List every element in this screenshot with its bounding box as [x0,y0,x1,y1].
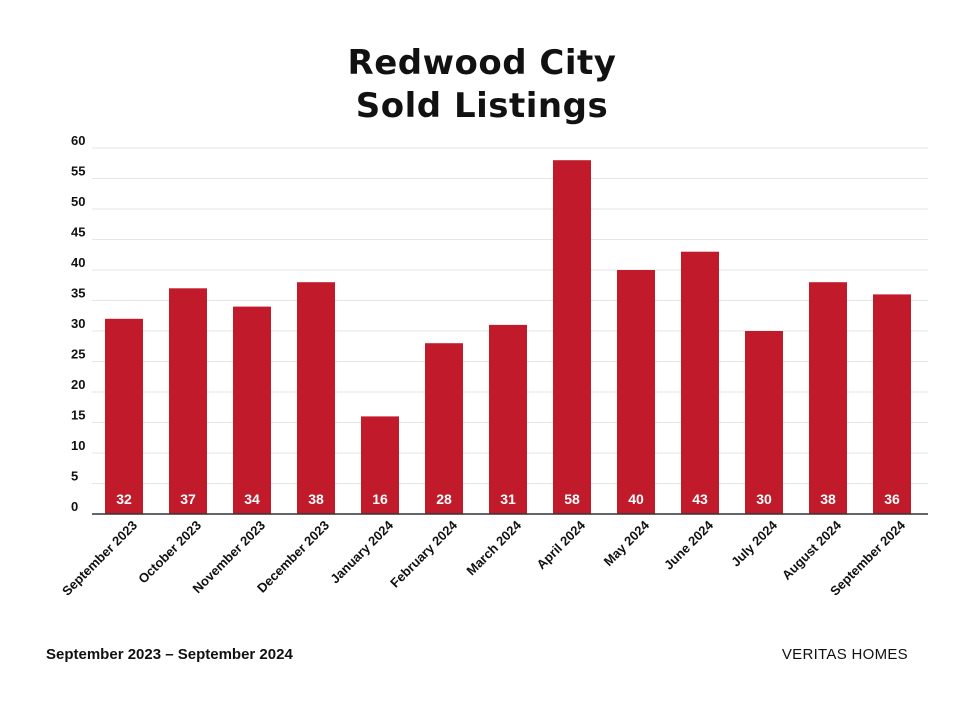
date-range-caption: September 2023 – September 2024 [46,646,293,663]
y-tick-label: 55 [71,164,85,179]
y-tick-label: 35 [71,286,85,301]
y-tick-label: 15 [71,408,85,423]
x-tick-label: May 2024 [601,517,653,569]
bar-value-label: 30 [756,491,772,507]
bar-value-label: 40 [628,491,644,507]
bar-value-label: 32 [116,491,132,507]
y-tick-label: 40 [71,255,85,270]
bar [553,160,591,514]
bar-value-label: 58 [564,491,580,507]
grid-lines [92,147,928,484]
x-tick-label: April 2024 [534,517,589,572]
bars [105,160,911,514]
bar-value-label: 37 [180,491,196,507]
y-tick-label: 20 [71,377,85,392]
bar [681,251,719,514]
chart-title-line-2: Sold Listings [355,86,609,126]
bar [361,416,399,514]
bar-value-label: 38 [820,491,836,507]
bar-value-label: 43 [692,491,708,507]
y-tick-label: 10 [71,438,85,453]
bar [105,318,143,514]
bar [169,288,207,514]
bar-value-label: 36 [884,491,900,507]
y-tick-label: 5 [71,469,78,484]
y-tick-label: 60 [71,133,85,148]
bar [745,331,783,514]
x-tick-label: January 2024 [327,517,396,586]
bar [873,294,911,514]
y-tick-label: 45 [71,225,85,240]
y-tick-label: 30 [71,316,85,331]
bar [617,270,655,514]
x-tick-label: September 2023 [59,518,140,599]
bar [425,343,463,514]
y-axis-ticks: 0 5 10 15 20 25 30 35 40 45 50 55 60 [71,133,85,514]
bar-value-label: 28 [436,491,452,507]
bar [233,306,271,514]
chart-title: Redwood City Sold Listings [0,42,960,128]
y-tick-label: 50 [71,194,85,209]
brand-name: VERITAS HOMES [781,646,908,663]
y-tick-label: 25 [71,347,85,362]
bar [297,282,335,514]
bar-value-label: 16 [372,491,388,507]
x-tick-label: July 2024 [728,517,781,570]
x-tick-label: March 2024 [463,517,524,578]
bar-value-labels: 32 37 34 38 16 28 31 58 40 43 30 38 36 [116,491,900,507]
bar-value-label: 38 [308,491,324,507]
bar-value-label: 31 [500,491,516,507]
x-tick-label: June 2024 [661,517,717,573]
chart-title-line-1: Redwood City [347,43,617,83]
y-tick-label: 0 [71,499,78,514]
bar [489,324,527,514]
x-tick-label: August 2024 [779,517,845,583]
x-tick-label: October 2023 [135,518,204,587]
x-tick-label: February 2024 [387,517,460,590]
bar-value-label: 34 [244,491,260,507]
bar [809,282,847,514]
